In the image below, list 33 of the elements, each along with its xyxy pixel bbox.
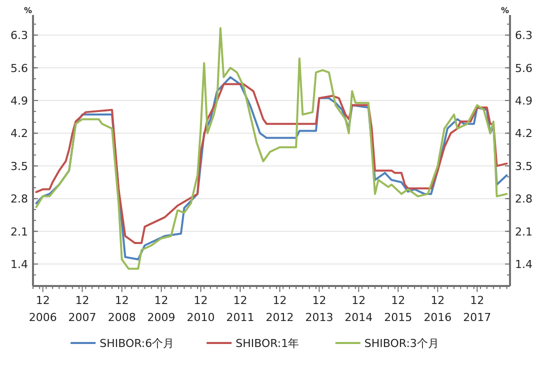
y2-tick-label: 4.2 (515, 127, 532, 140)
y-tick-label: 2.8 (10, 192, 28, 206)
y-tick-label: 6.3 (10, 29, 28, 42)
y2-axis-title: % (500, 6, 510, 15)
y-tick-label: 5.6 (10, 62, 28, 75)
y2-tick-label: 5.6 (515, 62, 532, 75)
y2-tick-label: 2.8 (515, 192, 532, 206)
legend-label: SHIBOR:3个月 (364, 337, 439, 350)
y2-tick-label: 6.3 (515, 29, 532, 42)
y-axis-title: % (24, 6, 32, 15)
x-tick-label: 12 2011 (226, 294, 254, 324)
x-tick-label: 12 2014 (344, 294, 373, 324)
x-tick-label: 12 2015 (384, 294, 412, 324)
legend-label: SHIBOR:6个月 (100, 337, 174, 350)
x-tick-label: 12 2006 (28, 294, 57, 324)
x-tick-label: 12 2007 (68, 294, 96, 324)
y-tick-label: 4.2 (10, 127, 28, 140)
x-tick-label: 12 2009 (147, 294, 176, 324)
y2-tick-label: 4.9 (515, 94, 532, 108)
x-tick-label: 12 2008 (108, 294, 136, 324)
x-tick-label: 12 2010 (186, 294, 215, 324)
y-tick-label: 1.4 (10, 258, 28, 272)
y2-tick-label: 3.5 (515, 160, 532, 173)
y2-tick-label: 2.1 (515, 225, 532, 238)
y-tick-label: 2.1 (10, 225, 28, 238)
legend-label: SHIBOR:1年 (236, 337, 300, 350)
y2-tick-label: 1.4 (515, 258, 532, 272)
y-tick-label: 4.9 (10, 94, 28, 108)
x-tick-label: 12 2013 (305, 294, 334, 324)
x-tick-label: 12 2012 (266, 294, 294, 324)
y-tick-label: 3.5 (10, 160, 28, 173)
x-tick-label: 12 2017 (463, 294, 492, 324)
x-tick-label: 12 2016 (424, 294, 452, 324)
